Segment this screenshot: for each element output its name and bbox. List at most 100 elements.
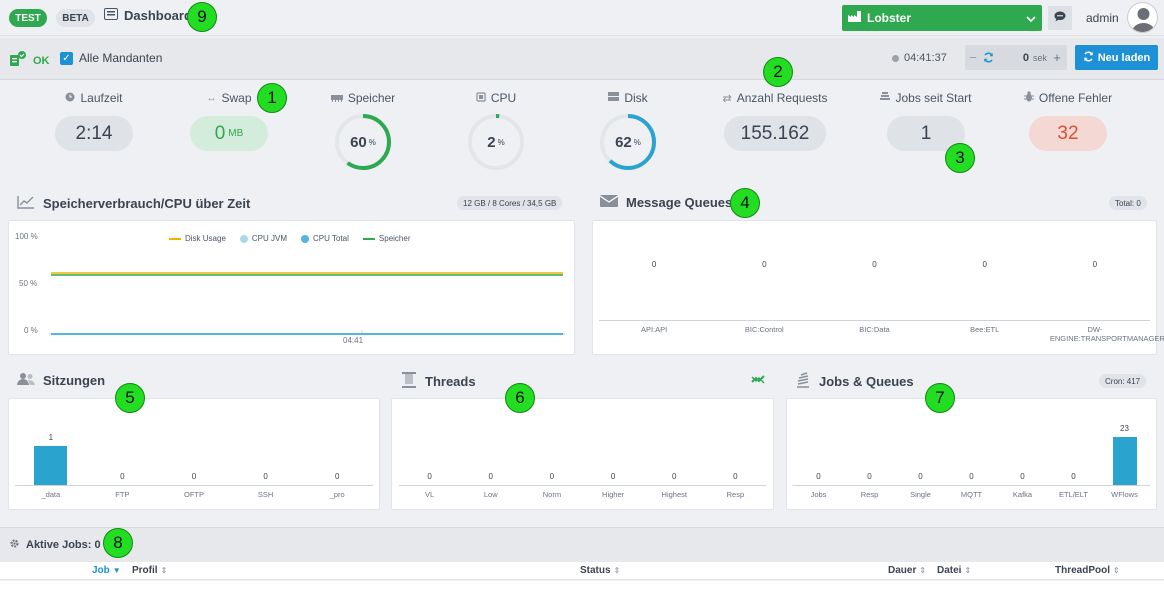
column-label: Datei <box>937 565 962 576</box>
beta-badge: BETA <box>56 9 95 27</box>
category-label: _data <box>41 490 61 499</box>
active-jobs-table-body <box>0 581 1164 605</box>
reload-label: Neu laden <box>1097 51 1151 64</box>
legend-label: Disk Usage <box>185 234 226 243</box>
category-label: MQTT <box>960 490 983 499</box>
bar-value-label: 0 <box>263 472 268 481</box>
checkbox-icon[interactable]: ✓ <box>60 51 73 65</box>
gauge-arc <box>335 114 391 170</box>
metric-swap: ↔ Swap 0 MB <box>169 90 289 151</box>
legend-label: CPU JVM <box>251 234 288 243</box>
category-label: API:API <box>640 325 668 334</box>
category-label: OFTP <box>184 490 204 499</box>
server-time-value: 04:41:37 <box>904 52 947 64</box>
column-label: Job <box>92 565 110 576</box>
capacity-badge: 12 GB / 8 Cores / 34,5 GB <box>457 196 563 210</box>
memory-gauge: 60% <box>333 112 393 172</box>
bar[interactable] <box>34 446 68 485</box>
annotation-marker: 6 <box>505 383 535 413</box>
bug-icon <box>1023 91 1034 105</box>
cpu-icon <box>476 91 486 105</box>
column-header-status[interactable]: Status ⇕ <box>580 565 620 576</box>
username[interactable]: admin <box>1086 11 1119 25</box>
threads-action-icon[interactable] <box>751 374 765 389</box>
legend-label: CPU Total <box>313 234 349 243</box>
tenant-select[interactable]: Lobster <box>842 5 1042 31</box>
column-header-profile[interactable]: Profil ⇕ <box>132 565 167 576</box>
auto-refresh-icon[interactable] <box>981 52 995 63</box>
message-queues-header: Message Queues <box>599 195 733 210</box>
swap-unit: MB <box>228 128 244 139</box>
legend-item[interactable]: Disk Usage <box>169 234 226 243</box>
bar-value-label: 0 <box>969 472 974 481</box>
message-queues-card: 0 API:API 0 BIC:Control 0 BIC:Data 0 Bee:ETL 0 DW… <box>592 220 1164 355</box>
column-header-job[interactable]: Job ▼ <box>92 565 121 576</box>
column-label: Dauer <box>888 565 917 576</box>
bar-value-label: 1 <box>48 433 54 442</box>
bar-value-label: 0 <box>488 472 493 481</box>
sort-icon: ⇕ <box>160 566 168 575</box>
sort-icon: ⇕ <box>613 566 621 575</box>
status-ok: OK <box>9 50 50 71</box>
legend-item[interactable]: CPU JVM <box>239 234 288 243</box>
section-title: Message Queues <box>626 195 733 210</box>
chat-button[interactable] <box>1048 6 1072 30</box>
annotation-marker: 4 <box>730 188 760 218</box>
metric-value: 32 <box>1029 116 1107 151</box>
total-badge: Total: 0 <box>1109 196 1147 210</box>
threads-icon <box>401 372 417 391</box>
x-axis <box>599 320 1150 321</box>
metric-label: Jobs seit Start <box>895 91 972 105</box>
column-header-file[interactable]: Datei ⇕ <box>937 565 971 576</box>
section-title: Sitzungen <box>43 372 106 388</box>
bar-value-label: 0 <box>427 472 432 481</box>
metric-requests: ⇄ Anzahl Requests 155.162 <box>714 90 836 151</box>
increment-button[interactable]: + <box>1053 50 1061 65</box>
bar[interactable] <box>1112 437 1137 485</box>
active-jobs-title: Aktive Jobs: 0 <box>26 539 101 551</box>
all-tenants-label: Alle Mandanten <box>79 51 163 65</box>
bar-value-label: 0 <box>1071 472 1076 481</box>
line-chart-icon <box>17 195 35 212</box>
metric-open-errors: Offene Fehler 32 <box>1008 90 1128 151</box>
jobs-queues-card: 0 Jobs 0 Resp 0 Single 0 MQTT 0 Kafka 0 ETL/ELT 23 WF… <box>786 398 1157 510</box>
category-label: WFlows <box>1111 490 1138 499</box>
bar-value-label: 23 <box>1120 424 1129 433</box>
all-tenants-toggle[interactable]: ✓ Alle Mandanten <box>60 51 162 65</box>
category-label: VL <box>425 490 435 499</box>
decrement-button[interactable]: − <box>969 50 977 65</box>
swap-icon: ↔ <box>206 92 217 104</box>
dashboard-title[interactable]: Dashboard <box>104 8 192 23</box>
auto-refresh-control: − 0 sek + <box>965 45 1067 70</box>
legend-item[interactable]: CPU Total <box>301 234 349 243</box>
active-jobs-table-header: Job ▼ Profil ⇕ Status ⇕ Dauer ⇕ Datei ⇕ Threa… <box>0 562 1164 580</box>
envelope-icon <box>599 195 619 210</box>
factory-icon <box>848 11 861 25</box>
column-header-threadpool[interactable]: ThreadPool ⇕ <box>1055 565 1120 576</box>
legend-swatch <box>301 234 310 243</box>
metric-value: 0 MB <box>190 116 268 151</box>
annotation-marker: 5 <box>115 383 145 413</box>
y-tick: 50 % <box>19 279 38 288</box>
swap-value: 0 <box>214 122 226 144</box>
y-tick: 0 % <box>24 326 38 335</box>
legend-item[interactable]: Speicher <box>362 234 410 243</box>
server-status-icon <box>9 50 27 71</box>
chevron-down-icon <box>1026 11 1036 25</box>
threads-card: 0 VL 0 Low 0 Norm 0 Higher 0 Highest 0 Resp <box>391 398 774 510</box>
gear-icon <box>9 538 20 552</box>
requests-icon: ⇄ <box>722 92 732 105</box>
refresh-interval-value[interactable]: 0 <box>1022 51 1029 64</box>
x-axis <box>793 485 1150 486</box>
metric-value: 2:14 <box>55 116 133 151</box>
clock-icon <box>65 91 75 105</box>
avatar[interactable] <box>1127 2 1158 33</box>
column-header-duration[interactable]: Dauer ⇕ <box>888 565 926 576</box>
reload-button[interactable]: Neu laden <box>1075 45 1158 70</box>
bar-value-label: 0 <box>191 472 197 481</box>
memory-chart-header: Speicherverbrauch/CPU über Zeit <box>17 195 250 212</box>
category-label: BIC:Control <box>744 325 784 334</box>
column-label: Profil <box>132 565 158 576</box>
dashboard-title-label: Dashboard <box>124 8 192 23</box>
gauge-arc <box>468 114 524 170</box>
